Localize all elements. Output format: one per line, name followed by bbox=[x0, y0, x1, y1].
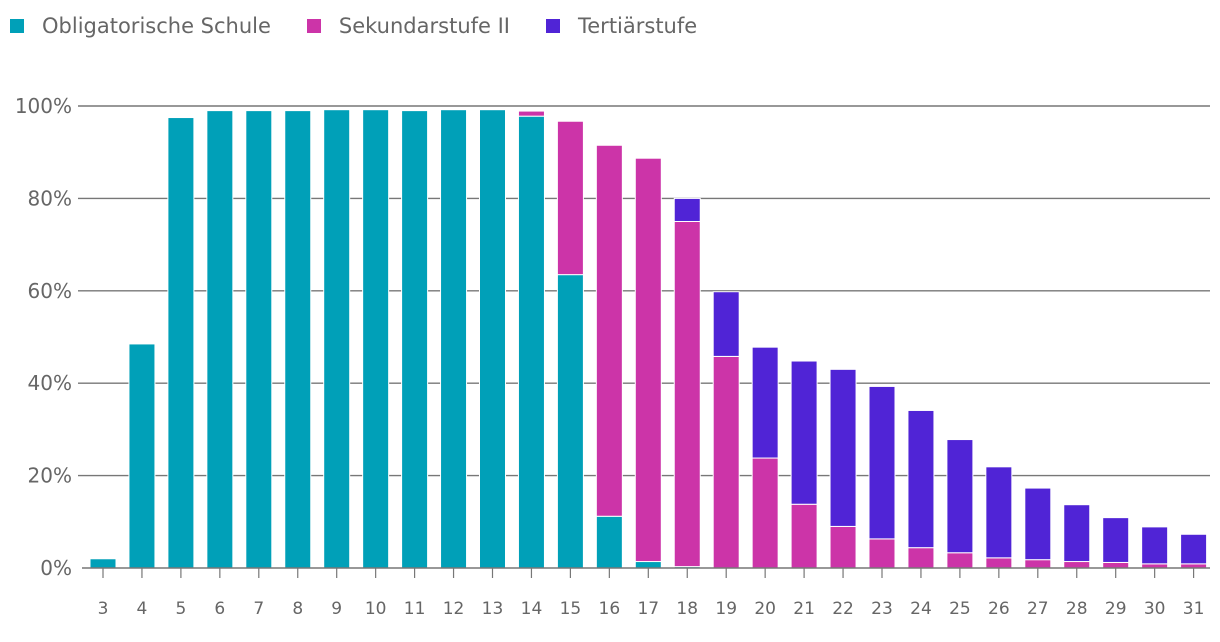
bar-14-series-0 bbox=[517, 115, 545, 569]
bar-11-series-0 bbox=[401, 110, 429, 569]
bar-6-series-0 bbox=[206, 110, 234, 569]
bar-30-series-2 bbox=[1141, 526, 1169, 565]
bar-5-series-0 bbox=[167, 117, 195, 569]
bar-25-series-1 bbox=[946, 552, 974, 569]
x-tick-label: 26 bbox=[988, 599, 1010, 619]
bar-18-series-2 bbox=[673, 197, 701, 222]
x-tick-label: 13 bbox=[482, 599, 504, 619]
bar-29-series-2 bbox=[1102, 517, 1130, 563]
bar-19-series-2 bbox=[712, 291, 740, 357]
x-tick-label: 18 bbox=[676, 599, 698, 619]
x-tick-label: 20 bbox=[754, 599, 776, 619]
bar-20-series-1 bbox=[751, 457, 779, 569]
bar-14-series-1 bbox=[517, 110, 545, 117]
bar-26-series-2 bbox=[985, 466, 1013, 559]
y-tick-label: 40% bbox=[28, 371, 72, 395]
x-tick-label: 6 bbox=[214, 599, 225, 619]
x-tick-label: 8 bbox=[292, 599, 303, 619]
legend-item-1: Sekundarstufe II bbox=[306, 14, 510, 38]
legend-label: Obligatorische Schule bbox=[42, 14, 271, 38]
y-tick-label: 80% bbox=[28, 186, 72, 210]
bar-8-series-0 bbox=[284, 110, 312, 569]
y-tick-label: 20% bbox=[28, 464, 72, 488]
bar-4-series-0 bbox=[128, 343, 156, 569]
bar-25-series-2 bbox=[946, 439, 974, 554]
bar-28-series-2 bbox=[1063, 504, 1091, 563]
bar-27-series-1 bbox=[1024, 559, 1052, 569]
bar-22-series-1 bbox=[829, 525, 857, 569]
x-tick-label: 9 bbox=[331, 599, 342, 619]
legend-label: Tertiärstufe bbox=[578, 14, 698, 38]
x-tick-label: 15 bbox=[560, 599, 582, 619]
y-tick-label: 60% bbox=[28, 279, 72, 303]
bar-22-series-2 bbox=[829, 368, 857, 527]
x-tick-label: 27 bbox=[1027, 599, 1049, 619]
x-tick-label: 19 bbox=[715, 599, 737, 619]
x-tick-label: 29 bbox=[1105, 599, 1127, 619]
bar-31-series-2 bbox=[1180, 533, 1208, 565]
bar-28-series-1 bbox=[1063, 561, 1091, 569]
bar-29-series-1 bbox=[1102, 561, 1130, 569]
bar-24-series-2 bbox=[907, 409, 935, 549]
bar-21-series-2 bbox=[790, 360, 818, 505]
x-tick-label: 21 bbox=[793, 599, 815, 619]
x-tick-label: 3 bbox=[98, 599, 109, 619]
bar-17-series-0 bbox=[634, 561, 662, 569]
legend-item-2: Tertiärstufe bbox=[546, 14, 697, 38]
bar-10-series-0 bbox=[362, 109, 390, 569]
legend-label: Sekundarstufe II bbox=[338, 14, 510, 38]
bar-24-series-1 bbox=[907, 547, 935, 569]
bar-12-series-0 bbox=[440, 109, 468, 569]
bar-18-series-1 bbox=[673, 221, 701, 568]
x-tick-label: 7 bbox=[253, 599, 264, 619]
x-tick-label: 31 bbox=[1183, 599, 1205, 619]
bar-26-series-1 bbox=[985, 557, 1013, 569]
bar-21-series-1 bbox=[790, 503, 818, 569]
bar-16-series-1 bbox=[595, 144, 623, 517]
x-tick-label: 30 bbox=[1144, 599, 1166, 619]
x-tick-label: 12 bbox=[443, 599, 465, 619]
bar-23-series-1 bbox=[868, 538, 896, 569]
bar-20-series-2 bbox=[751, 346, 779, 459]
x-tick-label: 16 bbox=[599, 599, 621, 619]
y-tick-label: 0% bbox=[40, 556, 72, 580]
x-tick-label: 4 bbox=[137, 599, 148, 619]
x-tick-label: 25 bbox=[949, 599, 971, 619]
bar-19-series-1 bbox=[712, 355, 740, 569]
x-tick-label: 14 bbox=[521, 599, 543, 619]
x-tick-label: 5 bbox=[175, 599, 186, 619]
x-tick-label: 11 bbox=[404, 599, 426, 619]
bar-3-series-0 bbox=[89, 558, 117, 569]
bar-13-series-0 bbox=[479, 109, 506, 569]
x-tick-label: 23 bbox=[871, 599, 893, 619]
y-tick-label: 100% bbox=[15, 94, 72, 118]
bar-17-series-1 bbox=[634, 157, 662, 563]
legend-swatch bbox=[306, 19, 321, 33]
legend-item-0: Obligatorische Schule bbox=[10, 14, 271, 38]
bar-15-series-0 bbox=[556, 274, 584, 569]
legend-swatch bbox=[10, 19, 24, 33]
bar-9-series-0 bbox=[323, 109, 351, 569]
x-tick-label: 10 bbox=[365, 599, 387, 619]
bar-27-series-2 bbox=[1024, 487, 1052, 561]
x-tick-label: 28 bbox=[1066, 599, 1088, 619]
x-tick-label: 24 bbox=[910, 599, 932, 619]
bar-15-series-1 bbox=[556, 120, 584, 276]
bar-7-series-0 bbox=[245, 110, 273, 569]
bar-16-series-0 bbox=[595, 515, 623, 569]
x-tick-label: 17 bbox=[637, 599, 659, 619]
chart-legend: Obligatorische Schule Sekundarstufe II Ter… bbox=[10, 12, 733, 40]
legend-swatch bbox=[546, 19, 560, 33]
x-tick-label: 22 bbox=[832, 599, 854, 619]
bar-23-series-2 bbox=[868, 385, 896, 540]
bars bbox=[89, 109, 1208, 569]
